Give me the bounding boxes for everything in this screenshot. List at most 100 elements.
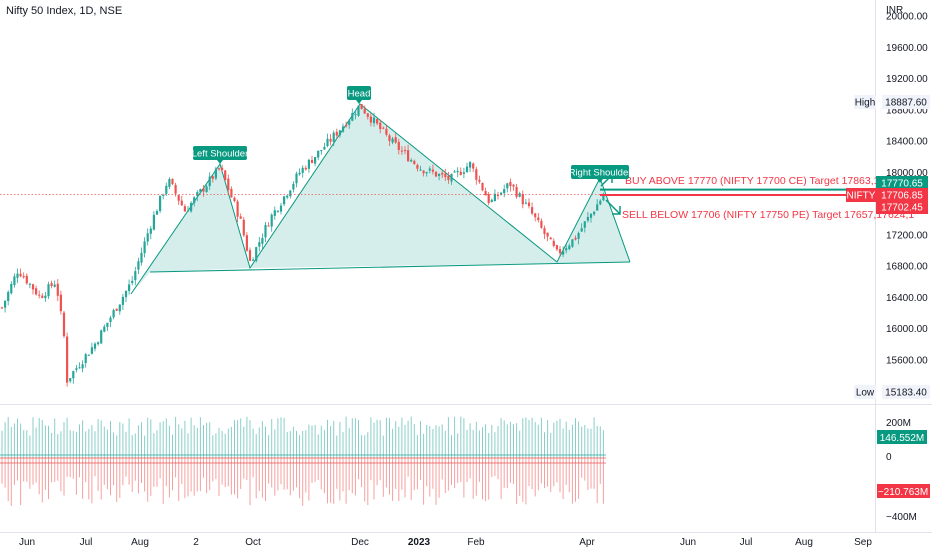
candle-body bbox=[168, 179, 171, 187]
candle-body bbox=[434, 171, 438, 177]
candle-body bbox=[549, 237, 552, 240]
candle-body bbox=[0, 307, 4, 309]
candle-body bbox=[183, 206, 186, 212]
time-tick-label: Aug bbox=[795, 537, 813, 548]
candle-body bbox=[565, 248, 568, 251]
chart-title: Nifty 50 Index, 1D, NSE bbox=[6, 5, 123, 17]
candle-body bbox=[400, 150, 403, 152]
candle-body bbox=[478, 179, 481, 182]
candle-body bbox=[276, 210, 279, 212]
candle-body bbox=[555, 245, 558, 250]
candle-body bbox=[431, 169, 434, 172]
price-tick-label: 20000.00 bbox=[886, 12, 928, 23]
candle-body bbox=[4, 300, 7, 308]
time-tick-label: Jun bbox=[680, 537, 696, 548]
candle-body bbox=[7, 291, 10, 302]
candle-body bbox=[332, 132, 335, 142]
sell-level-badge: 17702.45 bbox=[881, 203, 923, 214]
candle-body bbox=[115, 308, 118, 311]
last-price-badge-bg bbox=[876, 188, 928, 202]
candle-body bbox=[500, 192, 503, 195]
candle-body bbox=[128, 284, 131, 291]
candle-body bbox=[41, 295, 44, 298]
candle-body bbox=[202, 188, 205, 192]
candle-body bbox=[97, 342, 100, 345]
price-tick-label: 17200.00 bbox=[886, 230, 928, 241]
candle-body bbox=[419, 169, 422, 171]
time-tick-label: Feb bbox=[467, 537, 485, 548]
candle-body bbox=[190, 202, 193, 212]
candle-body bbox=[103, 326, 106, 332]
candle-body bbox=[230, 188, 233, 198]
candle-body bbox=[186, 210, 190, 212]
candle-body bbox=[589, 213, 593, 218]
price-tick-label: 16000.00 bbox=[886, 324, 928, 335]
candle-body bbox=[341, 126, 345, 132]
candle-body bbox=[100, 330, 103, 344]
candle-body bbox=[493, 193, 496, 202]
candle-body bbox=[165, 185, 168, 194]
candle-body bbox=[149, 228, 152, 234]
candle-body bbox=[469, 161, 472, 168]
candle-body bbox=[245, 235, 248, 251]
low-value: 15183.40 bbox=[885, 388, 927, 399]
right-shoulder-label-bg bbox=[571, 165, 629, 179]
candle-body bbox=[78, 367, 81, 369]
candle-body bbox=[503, 189, 506, 194]
sell-level-badge-bg bbox=[876, 200, 928, 214]
candle-body bbox=[131, 280, 134, 284]
candle-body bbox=[518, 193, 521, 197]
candle-body bbox=[155, 211, 159, 215]
candle-body bbox=[28, 283, 31, 285]
candle-body bbox=[140, 252, 143, 263]
volume-tick-label: 0 bbox=[886, 452, 892, 463]
candle-body bbox=[428, 168, 431, 171]
candle-body bbox=[475, 169, 478, 180]
volume-pos-badge-bg bbox=[877, 430, 927, 444]
candle-body bbox=[211, 176, 214, 179]
candle-body bbox=[93, 343, 97, 349]
candle-body bbox=[472, 163, 475, 169]
low-label-bg bbox=[854, 385, 876, 399]
low-value-bg bbox=[882, 385, 930, 399]
candle-body bbox=[385, 128, 388, 135]
neckline bbox=[149, 261, 631, 273]
candle-body bbox=[109, 317, 112, 323]
candle-body bbox=[22, 276, 25, 278]
candle-body bbox=[279, 205, 283, 212]
candle-body bbox=[537, 217, 540, 221]
candle-body bbox=[205, 186, 208, 192]
candle-body bbox=[143, 241, 146, 254]
candle-body bbox=[261, 238, 264, 244]
candle-body bbox=[558, 249, 562, 254]
candle-body bbox=[462, 172, 465, 174]
high-value-bg bbox=[882, 95, 930, 109]
candle-body bbox=[50, 283, 53, 286]
candle-body bbox=[465, 166, 469, 173]
candle-body bbox=[317, 150, 320, 158]
candle-body bbox=[289, 190, 292, 197]
candle-body bbox=[112, 310, 115, 318]
candle-body bbox=[326, 138, 329, 147]
volume-tick-label: 200M bbox=[886, 418, 911, 429]
buy-level-badge: 17770.65 bbox=[881, 179, 923, 190]
price-tick-label: 16800.00 bbox=[886, 262, 928, 273]
candle-body bbox=[348, 120, 351, 125]
candle-body bbox=[453, 171, 456, 173]
candle-body bbox=[214, 168, 217, 179]
candle-body bbox=[66, 336, 69, 383]
candle-body bbox=[335, 131, 338, 136]
head-label-bg bbox=[347, 86, 371, 100]
candle-body bbox=[258, 242, 261, 247]
candle-body bbox=[35, 288, 38, 295]
candle-body bbox=[174, 184, 177, 194]
candle-body bbox=[301, 167, 304, 173]
time-tick-label: Jul bbox=[80, 537, 93, 548]
time-tick-label: Jul bbox=[740, 537, 753, 548]
candle-body bbox=[69, 378, 72, 382]
candle-body bbox=[255, 247, 258, 261]
candle-body bbox=[599, 200, 602, 205]
candle-body bbox=[62, 312, 66, 337]
